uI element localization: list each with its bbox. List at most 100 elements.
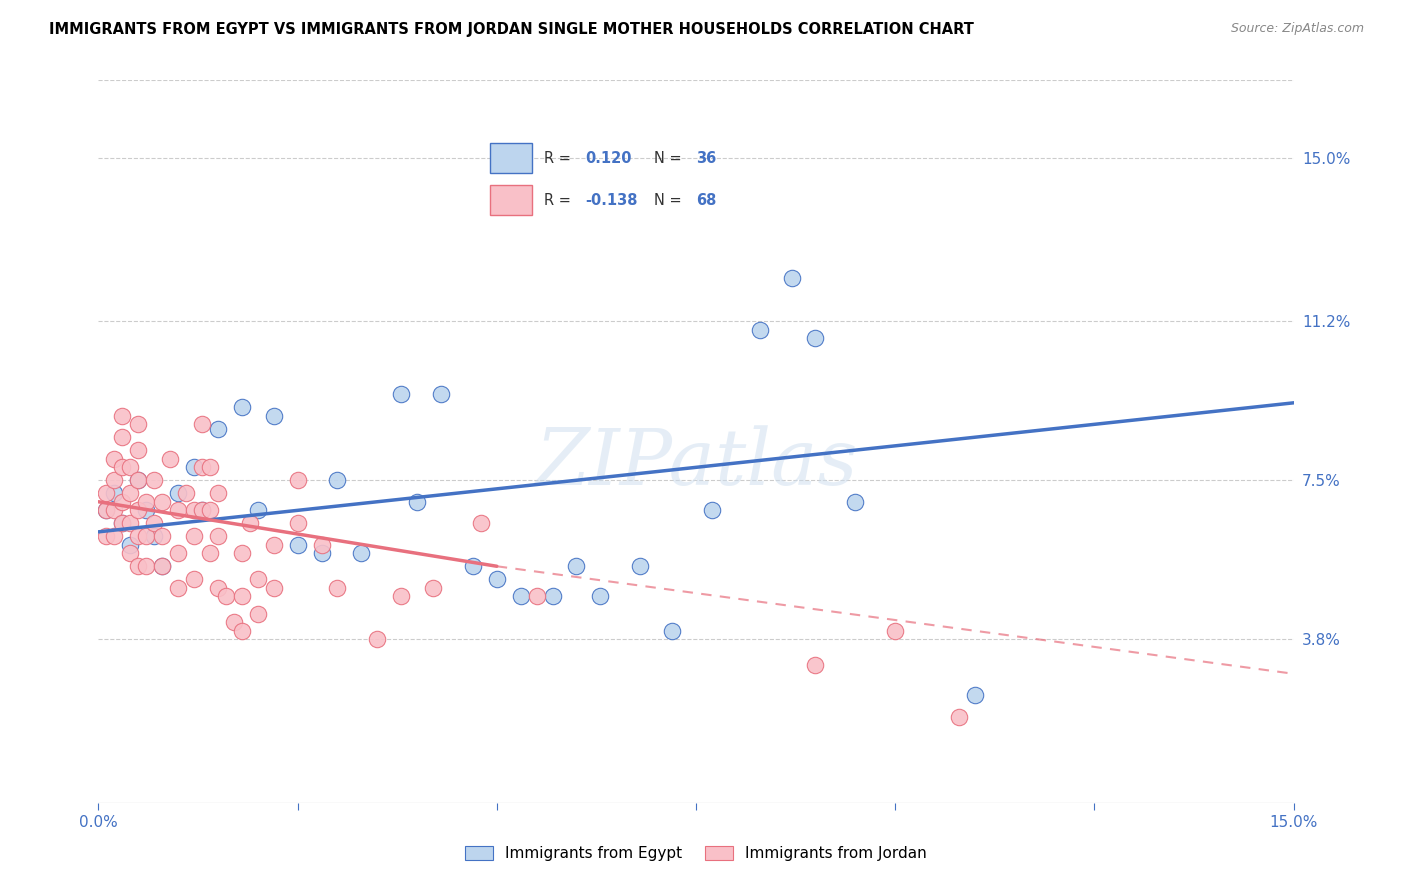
Point: [150, 494, 173, 508]
Point: [127, 417, 149, 432]
Point: [485, 572, 508, 586]
Point: [222, 615, 245, 630]
Point: [589, 590, 612, 604]
Point: [780, 271, 803, 285]
Point: [111, 516, 134, 531]
Point: [183, 529, 205, 543]
Point: [103, 473, 125, 487]
Point: [430, 387, 453, 401]
Point: [111, 494, 134, 508]
Point: [167, 503, 190, 517]
Point: [183, 503, 205, 517]
Point: [120, 538, 142, 552]
Point: [127, 529, 149, 543]
Point: [135, 529, 157, 543]
Point: [198, 546, 221, 560]
Point: [111, 516, 134, 531]
Point: [541, 590, 564, 604]
Point: [150, 529, 173, 543]
Point: [246, 503, 269, 517]
Point: [804, 331, 827, 345]
Point: [120, 486, 142, 500]
Point: [135, 503, 157, 517]
Point: [103, 451, 125, 466]
Point: [311, 538, 333, 552]
Point: [198, 503, 221, 517]
Text: IMMIGRANTS FROM EGYPT VS IMMIGRANTS FROM JORDAN SINGLE MOTHER HOUSEHOLDS CORRELA: IMMIGRANTS FROM EGYPT VS IMMIGRANTS FROM…: [49, 22, 974, 37]
Point: [111, 409, 134, 423]
Point: [246, 572, 269, 586]
Point: [103, 486, 125, 500]
Point: [748, 323, 770, 337]
Point: [103, 503, 125, 517]
Point: [287, 516, 309, 531]
Point: [96, 503, 118, 517]
Point: [207, 422, 229, 436]
Point: [191, 503, 214, 517]
Point: [120, 516, 142, 531]
Point: [963, 688, 986, 702]
Point: [120, 546, 142, 560]
Point: [287, 473, 309, 487]
Point: [287, 538, 309, 552]
Point: [389, 387, 412, 401]
Point: [103, 529, 125, 543]
Point: [326, 581, 349, 595]
Point: [263, 538, 285, 552]
Point: [366, 632, 388, 647]
Point: [174, 486, 197, 500]
Point: [96, 529, 118, 543]
Point: [127, 473, 149, 487]
Point: [143, 516, 166, 531]
Point: [127, 559, 149, 574]
Point: [191, 503, 214, 517]
Point: [231, 546, 253, 560]
Point: [191, 460, 214, 475]
Point: [135, 494, 157, 508]
Point: [120, 460, 142, 475]
Point: [167, 546, 190, 560]
Point: [127, 443, 149, 458]
Point: [127, 503, 149, 517]
Point: [263, 409, 285, 423]
Point: [198, 460, 221, 475]
Point: [470, 516, 492, 531]
Text: Source: ZipAtlas.com: Source: ZipAtlas.com: [1230, 22, 1364, 36]
Point: [183, 460, 205, 475]
Point: [167, 486, 190, 500]
Point: [191, 417, 214, 432]
Point: [231, 590, 253, 604]
Text: ZIPatlas: ZIPatlas: [534, 425, 858, 501]
Point: [183, 572, 205, 586]
Point: [311, 546, 333, 560]
Point: [509, 590, 531, 604]
Point: [246, 607, 269, 621]
Point: [239, 516, 262, 531]
Point: [422, 581, 444, 595]
Point: [628, 559, 651, 574]
Point: [231, 400, 253, 414]
Point: [207, 529, 229, 543]
Point: [96, 486, 118, 500]
Point: [231, 624, 253, 638]
Point: [565, 559, 588, 574]
Point: [143, 529, 166, 543]
Point: [948, 710, 970, 724]
Point: [111, 460, 134, 475]
Point: [406, 494, 429, 508]
Point: [844, 494, 866, 508]
Point: [461, 559, 484, 574]
Point: [159, 451, 181, 466]
Point: [150, 559, 173, 574]
Point: [127, 473, 149, 487]
Point: [96, 503, 118, 517]
Point: [389, 590, 412, 604]
Legend: Immigrants from Egypt, Immigrants from Jordan: Immigrants from Egypt, Immigrants from J…: [460, 839, 932, 867]
Point: [111, 430, 134, 444]
Point: [804, 658, 827, 673]
Point: [207, 486, 229, 500]
Point: [263, 581, 285, 595]
Point: [350, 546, 373, 560]
Point: [661, 624, 683, 638]
Point: [207, 581, 229, 595]
